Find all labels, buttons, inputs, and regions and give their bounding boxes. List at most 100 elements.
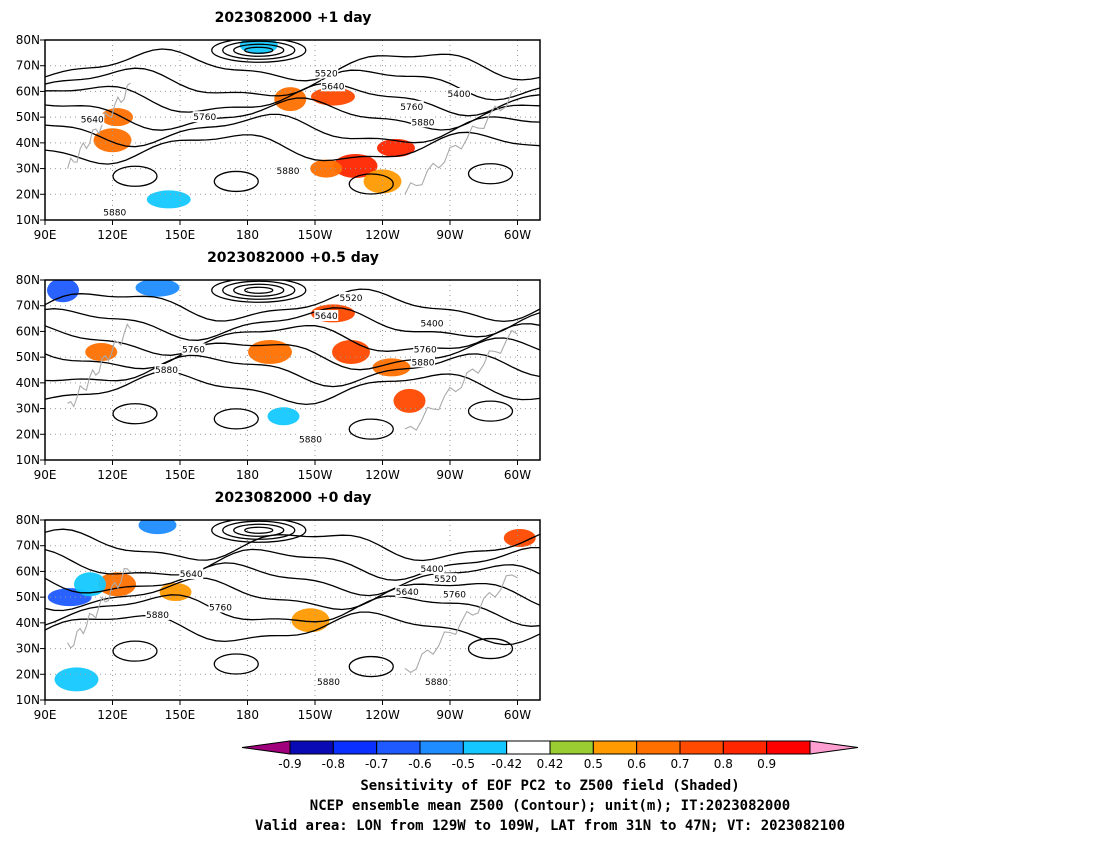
height-contour [45, 594, 540, 627]
height-contour [45, 113, 540, 148]
x-tick-label: 60W [504, 228, 531, 242]
x-tick-label: 120W [365, 468, 400, 482]
shaded-region [311, 87, 355, 106]
panel-title: 2023082000 +0.5 day [207, 250, 379, 266]
contour-label: 5880 [317, 678, 340, 688]
x-tick-label: 90E [34, 228, 57, 242]
y-tick-label: 50N [16, 590, 40, 604]
colorbar-swatch [636, 740, 681, 755]
contour-label: 5520 [315, 69, 338, 79]
x-tick-label: 90E [34, 468, 57, 482]
colorbar-tick-label: -0.8 [322, 757, 345, 771]
height-contour [45, 546, 540, 581]
shaded-region [135, 280, 180, 297]
plot-area [45, 520, 540, 700]
contour-label: 5880 [299, 435, 322, 445]
high-contour [213, 408, 259, 430]
vortex-contour [211, 40, 307, 63]
contour-label: 5760 [193, 113, 216, 123]
shaded-region [138, 520, 177, 535]
shaded-region [74, 572, 106, 597]
vortex-contour [233, 283, 285, 297]
y-tick-label: 60N [16, 324, 40, 338]
vortex-contour [233, 43, 285, 57]
contour-label: 5640 [81, 116, 104, 126]
colorbar-tick-label: -0.42 [491, 757, 522, 771]
plot-area [45, 280, 540, 460]
contour-label: 5880 [103, 208, 126, 218]
vortex-contour [244, 526, 274, 534]
colorbar: -0.9 -0.8 -0.7 -0.6 -0.5 -0.42 0.42 0.5 0.6 0.7 0.… [241, 740, 859, 771]
y-tick-label: 60N [16, 84, 40, 98]
vortex-contour [211, 520, 307, 543]
colorbar-tick-label: 0.8 [714, 757, 733, 771]
x-tick-label: 120W [365, 708, 400, 722]
contour-label: 5520 [340, 294, 363, 304]
y-tick-label: 30N [16, 642, 40, 656]
shaded-region [310, 159, 343, 178]
contour-label-bg [80, 113, 105, 125]
high-contour [348, 173, 394, 195]
contour-label: 5760 [400, 103, 423, 113]
contour-label-bg [321, 80, 345, 92]
contour-label-bg [413, 343, 438, 355]
x-tick-label: 150E [165, 228, 196, 242]
contour-label: 5880 [412, 358, 435, 368]
contour-label: 5640 [396, 588, 419, 598]
x-tick-label: 90E [34, 708, 57, 722]
contour-label: 5760 [182, 345, 205, 355]
vortex-contour [222, 520, 296, 540]
colorbar-swatch [679, 740, 724, 755]
vortex-contour [244, 46, 274, 54]
height-contour [45, 323, 540, 356]
height-contour [45, 288, 540, 323]
x-tick-label: 180 [236, 468, 259, 482]
y-tick-label: 20N [16, 427, 40, 441]
contour-label-bg [179, 568, 204, 579]
shaded-region [393, 388, 426, 413]
x-tick-label: 120E [97, 228, 128, 242]
x-tick-label: 120W [365, 228, 400, 242]
height-contour [45, 131, 540, 165]
y-tick-label: 10N [16, 453, 40, 467]
x-tick-label: 60W [504, 468, 531, 482]
plot-frame [44, 279, 541, 461]
caption-line-1: Sensitivity of EOF PC2 to Z500 field (Sh… [360, 778, 739, 794]
colorbar-swatch [419, 740, 464, 755]
y-tick-label: 50N [16, 110, 40, 124]
y-tick-label: 50N [16, 350, 40, 364]
high-contour [112, 403, 158, 425]
contour-label-bg [181, 343, 206, 355]
colorbar-swatch [376, 740, 421, 755]
vortex-contour [233, 523, 285, 537]
y-tick-label: 30N [16, 162, 40, 176]
y-tick-label: 80N [16, 273, 40, 287]
height-contour [45, 67, 540, 101]
y-tick-label: 70N [16, 539, 40, 553]
contour-label-bg [433, 573, 458, 585]
colorbar-swatch [462, 740, 508, 755]
high-contour [112, 640, 158, 662]
y-tick-label: 80N [16, 33, 40, 47]
shaded-region [146, 190, 191, 209]
high-contour [213, 170, 259, 193]
coastline [404, 329, 518, 431]
colorbar-tick-label: -0.6 [408, 757, 431, 771]
contour-label-bg [424, 676, 449, 687]
x-tick-label: 90W [436, 228, 463, 242]
contour-label-bg [192, 111, 217, 123]
shaded-region [85, 343, 118, 361]
colorbar-tick-label: -0.5 [452, 757, 475, 771]
panel-title: 2023082000 +0 day [215, 490, 372, 506]
high-contour [213, 653, 259, 675]
coastline [67, 568, 131, 649]
x-tick-label: 150E [165, 708, 196, 722]
high-contour [348, 655, 394, 678]
contour-label-bg [442, 588, 467, 600]
height-contour [45, 337, 540, 371]
contour-label: 5640 [322, 82, 345, 92]
colorbar-tick-label: -0.9 [278, 757, 301, 771]
